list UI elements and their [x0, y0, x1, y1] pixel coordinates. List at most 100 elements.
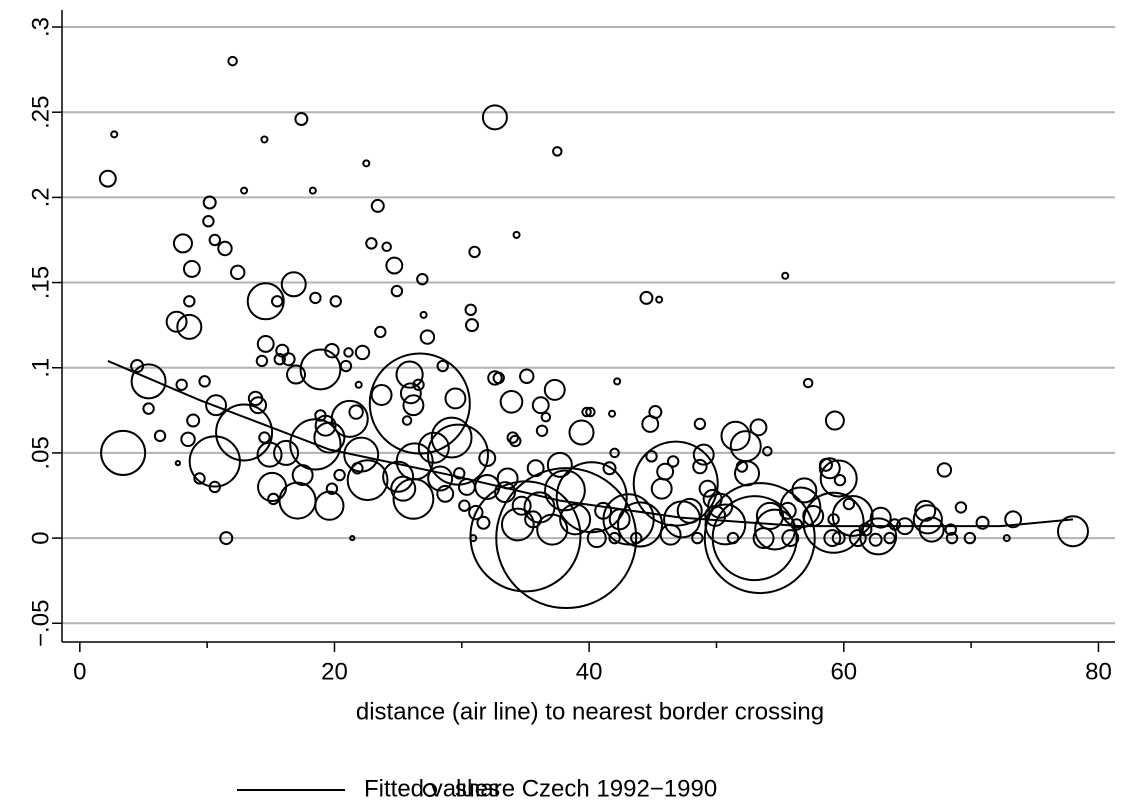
bubble	[883, 531, 896, 545]
bubble	[453, 467, 466, 480]
bubble	[314, 490, 345, 521]
bubble	[559, 503, 592, 536]
bubble	[324, 342, 340, 359]
bubble	[895, 517, 914, 536]
bubble	[330, 399, 369, 438]
legend-label: share Czech 1992−1990	[455, 775, 717, 802]
bubble	[294, 112, 309, 127]
bubble	[645, 450, 658, 463]
bubble	[365, 237, 378, 250]
bubble	[656, 462, 675, 481]
bubble	[802, 491, 865, 554]
y-tick-label: .2	[27, 187, 54, 207]
bubble	[608, 508, 631, 531]
bubble	[354, 380, 363, 389]
bubble	[823, 529, 842, 548]
bubble	[313, 421, 346, 454]
bubble	[535, 424, 549, 437]
bubble	[936, 462, 953, 478]
bubble	[309, 291, 322, 305]
bubble	[478, 449, 497, 467]
bubble	[613, 377, 622, 386]
bubble	[711, 495, 798, 582]
bubble	[802, 504, 825, 527]
bubble	[227, 55, 238, 67]
x-tick-label: 60	[830, 658, 857, 685]
bubble	[608, 409, 617, 418]
bubble	[308, 186, 317, 195]
bubble	[186, 413, 201, 428]
bubble	[543, 378, 566, 401]
bubble	[555, 461, 628, 534]
bubble	[496, 467, 519, 490]
bubble	[819, 459, 858, 498]
bubble	[468, 245, 481, 259]
bubble	[130, 363, 167, 400]
bubble	[608, 531, 621, 545]
bubble	[536, 513, 569, 546]
y-tick-label: .15	[27, 266, 54, 299]
bubble	[509, 434, 522, 448]
x-axis-title: distance (air line) to nearest border cr…	[356, 698, 824, 725]
bubble	[426, 423, 489, 486]
bubble	[519, 368, 535, 384]
legend-marker	[423, 783, 437, 797]
bubble	[339, 359, 353, 373]
bubble	[255, 354, 269, 368]
bubble	[639, 290, 654, 305]
bubble	[842, 497, 856, 511]
bubble	[217, 240, 233, 257]
bubble	[676, 497, 703, 524]
bubble	[208, 233, 221, 247]
bubble	[176, 313, 203, 340]
bubble	[142, 402, 155, 415]
bubble	[110, 130, 119, 139]
bubble	[395, 360, 424, 389]
bubble	[399, 382, 422, 405]
bubble	[249, 396, 268, 415]
bubble	[382, 460, 415, 493]
bubble	[824, 410, 845, 431]
x-tick-label: 20	[321, 658, 348, 685]
bubble	[299, 348, 342, 391]
y-tick-label: .1	[27, 358, 54, 378]
x-tick-label: 80	[1085, 658, 1112, 685]
bubble	[183, 295, 196, 308]
bubble	[348, 404, 364, 420]
bubble	[219, 531, 234, 546]
bubble	[602, 461, 617, 476]
bubble	[868, 532, 883, 547]
y-tick-label: .05	[27, 436, 54, 469]
bubble	[698, 479, 717, 498]
bubble	[499, 389, 524, 414]
bubble	[240, 186, 249, 195]
bubble	[481, 104, 508, 131]
legend-label: Fitted values	[364, 775, 500, 802]
bubble	[691, 531, 704, 545]
bubble	[260, 135, 269, 144]
bubble	[289, 418, 342, 471]
bubble	[802, 377, 814, 389]
bubble	[153, 429, 167, 443]
bubble	[544, 469, 586, 512]
bubble	[390, 475, 417, 502]
bubble	[540, 411, 552, 423]
bubble	[762, 445, 773, 457]
bubble	[395, 442, 434, 481]
bubble	[246, 282, 285, 321]
bubble	[419, 329, 436, 345]
bubble	[632, 440, 719, 527]
bubble	[581, 406, 592, 418]
bubble	[180, 431, 196, 447]
bubble	[165, 310, 188, 333]
bubble	[175, 378, 188, 391]
bubble	[859, 517, 898, 556]
bubble	[174, 460, 181, 467]
bubble	[188, 435, 241, 488]
bubble	[273, 353, 286, 366]
bubble	[568, 419, 595, 446]
bubble	[944, 523, 957, 536]
bubble	[511, 495, 532, 516]
